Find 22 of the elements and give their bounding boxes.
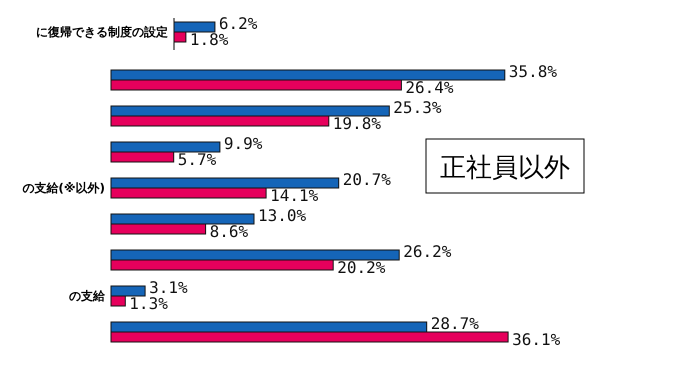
data-label: 25.3% bbox=[393, 98, 442, 117]
data-label: 36.1% bbox=[512, 330, 561, 349]
y-tick-label: に復帰できる制度の設定 bbox=[36, 25, 168, 39]
annotation: 正社員以外 bbox=[440, 153, 570, 183]
data-label: 6.2% bbox=[218, 14, 258, 33]
data-label: 3.1% bbox=[149, 278, 188, 297]
y-tick-label: の支給 bbox=[69, 289, 106, 303]
data-label: 26.2% bbox=[403, 242, 452, 261]
data-label: 14.1% bbox=[270, 186, 319, 205]
data-label: 20.7% bbox=[342, 170, 392, 189]
data-label: 1.3% bbox=[129, 294, 168, 313]
data-label: 13.0% bbox=[258, 206, 307, 225]
data-label: 8.6% bbox=[210, 222, 248, 241]
data-label: 9.9% bbox=[224, 134, 263, 153]
y-tick-label: の支給(※以外) bbox=[22, 181, 105, 195]
data-label: 19.8% bbox=[332, 114, 382, 133]
data-label: 20.2% bbox=[337, 258, 386, 277]
data-label: 1.8% bbox=[190, 30, 229, 49]
data-label: 35.8% bbox=[508, 62, 558, 81]
data-label: 5.7% bbox=[178, 150, 217, 169]
data-label: 26.4% bbox=[405, 78, 454, 97]
data-label: 28.7% bbox=[430, 314, 480, 333]
